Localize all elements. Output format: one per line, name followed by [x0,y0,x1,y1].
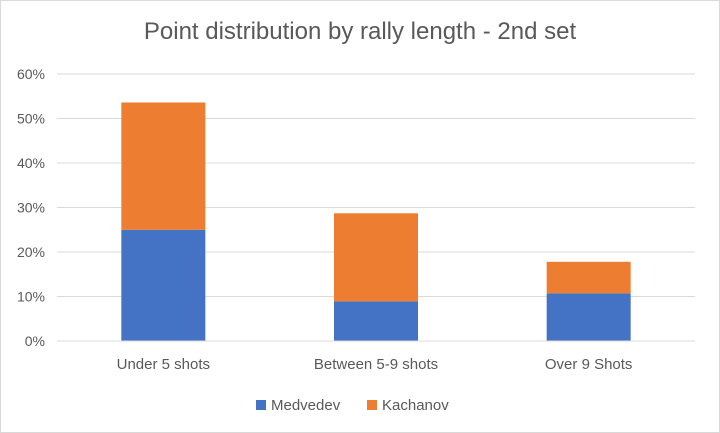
x-category-label: Over 9 Shots [545,356,633,373]
y-axis-tick-labels: 0% 10% 20% 30% 40% 50% 60% [17,66,45,349]
legend: Medvedev Kachanov [256,397,449,414]
legend-swatch-kachanov [367,400,377,410]
chart-title: Point distribution by rally length - 2nd… [143,18,577,45]
x-category-label: Under 5 shots [117,356,210,373]
y-tick-label: 10% [17,289,45,305]
x-axis-category-labels: Under 5 shots Between 5-9 shots Over 9 Sho… [117,356,633,373]
y-tick-label: 30% [17,200,45,216]
bar-kachanov-1 [334,213,418,302]
y-tick-label: 50% [17,111,45,127]
y-tick-label: 20% [17,244,45,260]
legend-label-medvedev: Medvedev [271,397,341,414]
y-tick-label: 40% [17,155,45,171]
bar-kachanov-2 [546,261,631,294]
bar-medvedev-1 [334,301,418,341]
bar-medvedev-2 [546,293,631,341]
y-tick-label: 0% [25,333,45,349]
legend-label-kachanov: Kachanov [382,397,449,414]
legend-swatch-medvedev [256,400,266,410]
bars [121,102,631,341]
y-tick-label: 60% [17,66,45,82]
bar-kachanov-0 [121,102,206,230]
x-category-label: Between 5-9 shots [314,356,438,373]
bar-medvedev-0 [121,229,206,341]
